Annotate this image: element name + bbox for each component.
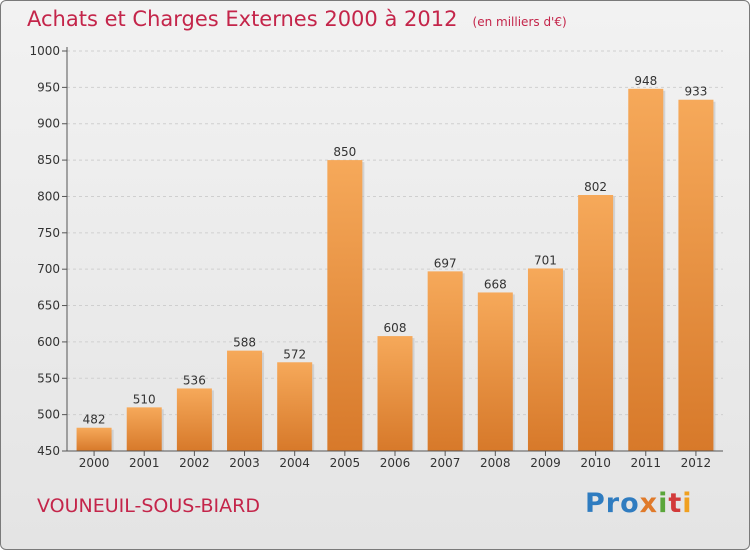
- y-tick-label: 500: [37, 408, 60, 422]
- bar: [377, 336, 413, 451]
- y-tick-label: 750: [37, 226, 60, 240]
- bar-value-label: 701: [534, 253, 557, 267]
- chart-unit-label: (en milliers d'€): [472, 15, 567, 29]
- y-tick-label: 1000: [29, 44, 60, 58]
- x-tick-label: 2008: [480, 456, 511, 470]
- bar: [126, 407, 162, 451]
- y-tick-label: 550: [37, 371, 60, 385]
- bar: [578, 195, 614, 451]
- bar-value-label: 850: [333, 145, 356, 159]
- x-tick-label: 2001: [129, 456, 160, 470]
- y-tick-label: 600: [37, 335, 60, 349]
- y-tick-label: 900: [37, 117, 60, 131]
- bar-value-label: 588: [233, 336, 256, 350]
- bar: [176, 388, 212, 451]
- bar-value-label: 482: [83, 413, 106, 427]
- x-tick-label: 2011: [630, 456, 661, 470]
- bar: [527, 268, 563, 451]
- bar-value-label: 608: [384, 321, 407, 335]
- x-tick-label: 2009: [530, 456, 561, 470]
- logo-part-pro: Pro: [585, 488, 640, 519]
- bar-value-label: 802: [584, 180, 607, 194]
- proxiti-logo: Proxiti: [585, 488, 693, 519]
- y-tick-label: 800: [37, 189, 60, 203]
- y-tick-label: 950: [37, 80, 60, 94]
- x-tick-label: 2002: [179, 456, 210, 470]
- bar: [327, 160, 363, 451]
- bar-value-label: 948: [634, 74, 657, 88]
- x-tick-label: 2005: [330, 456, 361, 470]
- bar-value-label: 536: [183, 373, 206, 387]
- bar: [628, 88, 664, 452]
- bar-value-label: 933: [684, 85, 707, 99]
- x-tick-label: 2007: [430, 456, 461, 470]
- bar: [477, 292, 513, 451]
- y-tick-label: 450: [37, 444, 60, 458]
- chart-title-text: Achats et Charges Externes 2000 à 2012: [27, 7, 458, 31]
- logo-part-t: t: [668, 488, 683, 519]
- commune-name: VOUNEUIL-SOUS-BIARD: [37, 495, 260, 517]
- bar: [76, 427, 112, 451]
- bar-value-label: 510: [133, 392, 156, 406]
- x-tick-label: 2003: [229, 456, 260, 470]
- x-tick-label: 2010: [580, 456, 611, 470]
- y-tick-label: 850: [37, 153, 60, 167]
- bar-value-label: 668: [484, 277, 507, 291]
- axes: 450 500 550 600 650 700 750 800 850 900 950 1000 200…: [29, 44, 723, 470]
- y-tick-label: 650: [37, 299, 60, 313]
- bar: [678, 99, 714, 452]
- logo-part-i2: i: [682, 488, 693, 519]
- logo-part-i1: i: [658, 488, 669, 519]
- bar-value-label: 697: [434, 256, 457, 270]
- bar-value-label: 572: [283, 347, 306, 361]
- bar: [277, 362, 313, 451]
- y-tick-label: 700: [37, 262, 60, 276]
- value-labels: 482 510 536 588 572 850 608 697 668 701 802 948 933: [83, 74, 708, 427]
- x-tick-label: 2006: [380, 456, 411, 470]
- logo-part-x: x: [639, 488, 659, 519]
- x-tick-label: 2000: [79, 456, 110, 470]
- chart-title: Achats et Charges Externes 2000 à 2012 (…: [27, 7, 567, 31]
- bar: [227, 350, 263, 451]
- x-tick-label: 2012: [681, 456, 712, 470]
- bars: [76, 88, 716, 452]
- x-tick-label: 2004: [279, 456, 310, 470]
- bar: [427, 271, 463, 451]
